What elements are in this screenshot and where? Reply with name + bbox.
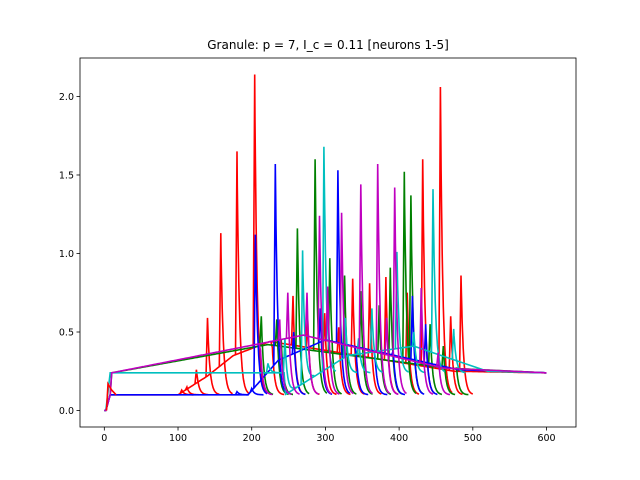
- spike-5-13: [435, 352, 450, 396]
- y-tick-label: 0.0: [59, 406, 74, 417]
- y-tick-label: 1.5: [59, 170, 74, 181]
- spike-2-6: [327, 258, 343, 395]
- spike-1-12: [336, 327, 351, 396]
- spike-1-20: [458, 275, 474, 395]
- spike-3-1: [234, 390, 249, 396]
- spike-5-6: [325, 286, 340, 395]
- spike-4-6: [356, 338, 371, 374]
- spike-1-5: [218, 233, 233, 395]
- x-tick-label: 600: [537, 433, 555, 444]
- series-layer: [104, 74, 547, 412]
- x-axis: 0 100 200 300 400 500 600: [101, 427, 556, 444]
- chart-title: Granule: p = 7, I_c = 0.11 [neurons 1-5]: [207, 38, 449, 52]
- spike-4-3: [300, 250, 315, 385]
- spike-2-4: [295, 228, 310, 395]
- spike-3-10: [391, 350, 405, 396]
- x-tick-label: 300: [316, 433, 334, 444]
- spike-2-15: [454, 367, 469, 396]
- spike-3-5: [291, 331, 306, 396]
- spike-4-7: [369, 308, 384, 374]
- spike-3-2: [249, 386, 264, 396]
- spike-3-9: [373, 350, 388, 396]
- spike-3-3: [253, 234, 268, 395]
- spike-2-13: [427, 324, 442, 396]
- x-tick-label: 400: [390, 433, 408, 444]
- y-axis: 0.0 0.5 1.0 1.5 2.0: [59, 92, 80, 417]
- spike-5-10: [384, 317, 399, 396]
- spike-4-1: [265, 363, 280, 374]
- y-tick-label: 2.0: [59, 92, 74, 103]
- y-tick-label: 1.0: [59, 249, 74, 260]
- spike-5-4: [304, 292, 319, 395]
- spike-5-7: [339, 212, 354, 395]
- spike-5-12: [419, 287, 434, 395]
- spike-5-1: [258, 343, 273, 396]
- spike-5-2: [277, 319, 292, 396]
- spike-3-12: [423, 324, 438, 396]
- spike-2-5: [312, 159, 328, 394]
- spike-1-11: [322, 313, 337, 396]
- x-tick-label: 100: [169, 433, 187, 444]
- series-line-4: [104, 345, 547, 412]
- spike-2-8: [358, 291, 373, 395]
- x-tick-label: 200: [243, 433, 261, 444]
- spike-5-3: [285, 292, 300, 395]
- spike-5-5: [317, 215, 332, 395]
- y-tick-label: 0.5: [59, 328, 74, 339]
- spike-5-11: [392, 187, 407, 395]
- initial-transient: [105, 381, 117, 411]
- x-tick-label: 500: [464, 433, 482, 444]
- spike-2-14: [441, 346, 456, 396]
- spike-4-8: [394, 251, 409, 373]
- spike-5-8: [358, 184, 373, 395]
- x-tick-label: 0: [101, 433, 107, 444]
- spike-2-11: [402, 171, 417, 395]
- spike-1-4: [205, 317, 220, 396]
- spike-3-8: [354, 346, 369, 396]
- series-line-5: [104, 334, 547, 412]
- spike-4-9: [411, 331, 426, 374]
- spike-3-7: [335, 170, 351, 394]
- spike-5-9: [375, 163, 391, 394]
- plot-frame: [79, 57, 577, 428]
